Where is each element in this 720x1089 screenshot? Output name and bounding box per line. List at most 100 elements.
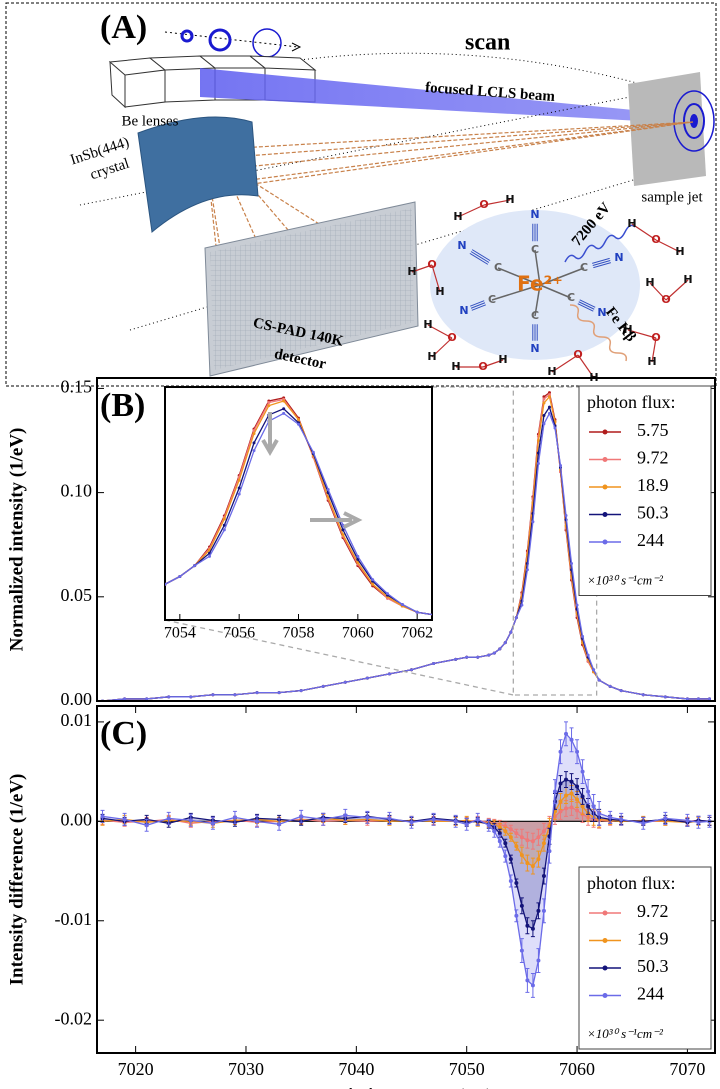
inset-point xyxy=(356,554,360,558)
data-point xyxy=(498,647,502,651)
data-point xyxy=(525,568,529,572)
data-point xyxy=(255,691,259,695)
inset-point xyxy=(208,554,211,558)
data-point xyxy=(541,874,546,879)
data-point xyxy=(492,829,497,834)
triple-bond xyxy=(592,257,610,264)
atom-label: C xyxy=(494,261,502,274)
inset-point xyxy=(326,495,330,499)
data-point xyxy=(233,693,237,697)
atom-label: H xyxy=(623,323,632,336)
crystal xyxy=(137,116,259,233)
data-point xyxy=(641,821,646,826)
data-point xyxy=(569,805,574,810)
trend-arrow xyxy=(261,412,279,456)
plot-frame xyxy=(96,377,716,702)
bond xyxy=(427,324,453,339)
inset-point xyxy=(297,418,300,422)
inset-point xyxy=(119,592,122,595)
atom-label: C xyxy=(531,243,539,256)
data-point xyxy=(575,603,579,607)
inset-point xyxy=(371,582,375,586)
data-point xyxy=(564,793,569,798)
data-point xyxy=(464,822,469,827)
data-point xyxy=(492,651,496,655)
inset-point xyxy=(445,615,448,618)
inset-point xyxy=(30,595,33,598)
panel-label: (C) xyxy=(100,715,147,752)
emitted-photon xyxy=(569,304,628,362)
legend: photon flux: 5.75 9.72 18.9 50.3 244 ×10³⁰ s⁻¹… xyxy=(578,385,712,596)
inset-point xyxy=(252,441,256,445)
data-point xyxy=(122,817,127,822)
data-point xyxy=(575,749,580,754)
data-point xyxy=(597,811,602,816)
series-line xyxy=(102,806,710,842)
data-point xyxy=(123,697,127,701)
atom-label: C xyxy=(580,261,588,274)
inset-point xyxy=(475,619,478,622)
y-tick-label: 0.00 xyxy=(61,689,93,709)
trend-arrow xyxy=(310,511,363,529)
atom-label: O xyxy=(478,360,487,373)
inset-point xyxy=(149,587,152,590)
inset-bg xyxy=(164,386,433,621)
data-point xyxy=(641,693,645,697)
x-tick-label: 7060 xyxy=(559,1059,595,1079)
focus-spot xyxy=(690,114,698,128)
data-point xyxy=(343,813,348,818)
plot-frame xyxy=(96,705,716,1054)
inset-point xyxy=(119,592,122,595)
inset-point xyxy=(534,622,537,625)
data-point xyxy=(542,397,546,401)
y-tick-label: 0.00 xyxy=(61,809,93,829)
inset-point xyxy=(683,625,686,628)
inset-point xyxy=(653,625,656,628)
data-point xyxy=(497,831,502,836)
inset-point xyxy=(149,587,152,590)
legend: photon flux: 9.72 18.9 50.3 244 ×10³⁰ s⁻¹cm⁻² xyxy=(578,866,712,1050)
bond xyxy=(627,329,657,339)
legend-dot xyxy=(602,457,608,462)
legend-dot xyxy=(602,965,608,971)
legend-note: ×10³⁰ s⁻¹cm⁻² xyxy=(587,572,664,587)
bond xyxy=(665,279,689,301)
triple-bond xyxy=(471,304,486,311)
inset-tick-label: 7058 xyxy=(283,625,315,642)
inset-point xyxy=(282,399,286,403)
data-point xyxy=(536,857,541,862)
data-point xyxy=(525,861,530,866)
data-point xyxy=(564,806,569,811)
atom-label: H xyxy=(505,193,514,206)
scan-arrowhead xyxy=(291,42,302,52)
difference-area xyxy=(102,733,710,986)
legend-dot xyxy=(602,484,608,490)
data-point xyxy=(277,822,282,827)
difference-area xyxy=(102,793,710,867)
atom-label: H xyxy=(427,350,436,363)
inset-point xyxy=(30,595,33,598)
data-point xyxy=(475,817,480,822)
data-point xyxy=(497,839,502,844)
data-point xyxy=(558,749,563,754)
data-point xyxy=(514,844,519,849)
inset-point xyxy=(653,625,656,628)
triple-bond xyxy=(579,299,596,308)
scan-arrow xyxy=(164,31,299,48)
inset-point xyxy=(683,625,686,628)
data-point xyxy=(210,821,215,826)
inset-point xyxy=(475,619,478,622)
inset-point xyxy=(400,602,404,606)
focus-ring xyxy=(208,28,232,52)
y-tick-label: 0.05 xyxy=(61,585,93,605)
x-tick-label: 7040 xyxy=(338,1059,374,1079)
focus-ring xyxy=(180,29,194,43)
data-point xyxy=(569,737,574,742)
data-point xyxy=(558,799,563,804)
inset-point xyxy=(282,407,286,411)
data-point xyxy=(189,695,193,699)
inset-point xyxy=(534,622,537,625)
atom-label: C xyxy=(488,293,496,306)
